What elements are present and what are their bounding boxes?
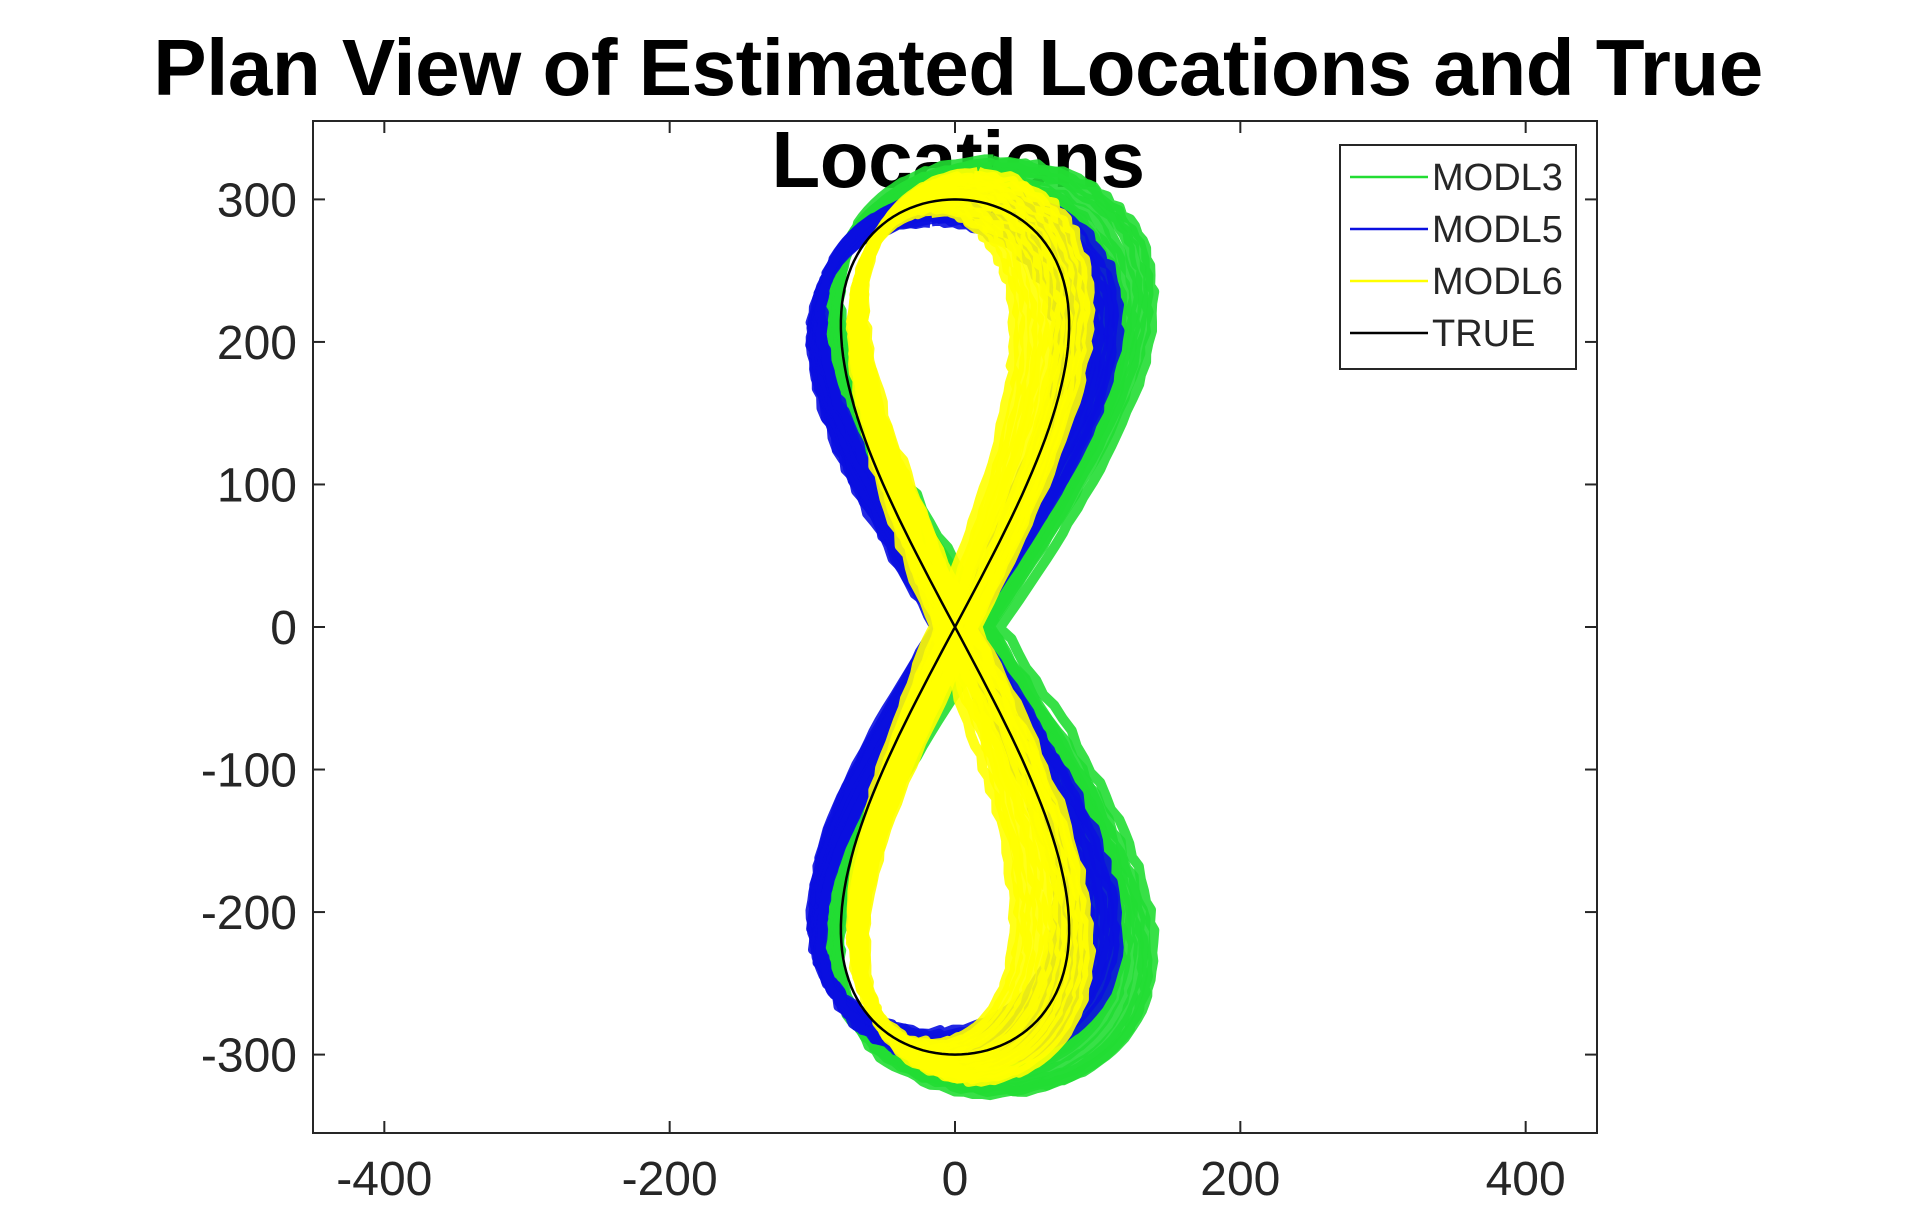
x-tick-label: 0 (942, 1153, 969, 1206)
legend-box (1339, 144, 1577, 370)
y-tick-label: -100 (201, 745, 297, 798)
ticks-layer: -400 -200 0 200 400 -300 -200 -100 0 100 200 300 (201, 121, 1597, 1206)
series-line-modl6 (858, 166, 1097, 1087)
x-tick-label: 200 (1200, 1153, 1280, 1206)
series-line-true (839, 198, 1071, 1056)
legend: MODL3 MODL5 MODL6 TRUE (1339, 144, 1577, 370)
x-tick-label: -400 (336, 1153, 432, 1206)
y-tick-label: 200 (217, 317, 297, 370)
series-modl6 (845, 166, 1097, 1087)
legend-label-modl3: MODL3 (1432, 157, 1563, 199)
y-tick-label: -200 (201, 887, 297, 940)
legend-label-true: TRUE (1432, 313, 1535, 355)
x-tick-label: 400 (1486, 1153, 1566, 1206)
legend-label-modl5: MODL5 (1432, 209, 1563, 251)
y-tick-label: 300 (217, 174, 297, 227)
series-layer (805, 154, 1160, 1101)
series-true (839, 198, 1071, 1056)
y-tick-label: 100 (217, 459, 297, 512)
legend-label-modl6: MODL6 (1432, 261, 1563, 303)
y-tick-label: -300 (201, 1030, 297, 1083)
x-tick-label: -200 (622, 1153, 718, 1206)
y-tick-label: 0 (270, 602, 297, 655)
